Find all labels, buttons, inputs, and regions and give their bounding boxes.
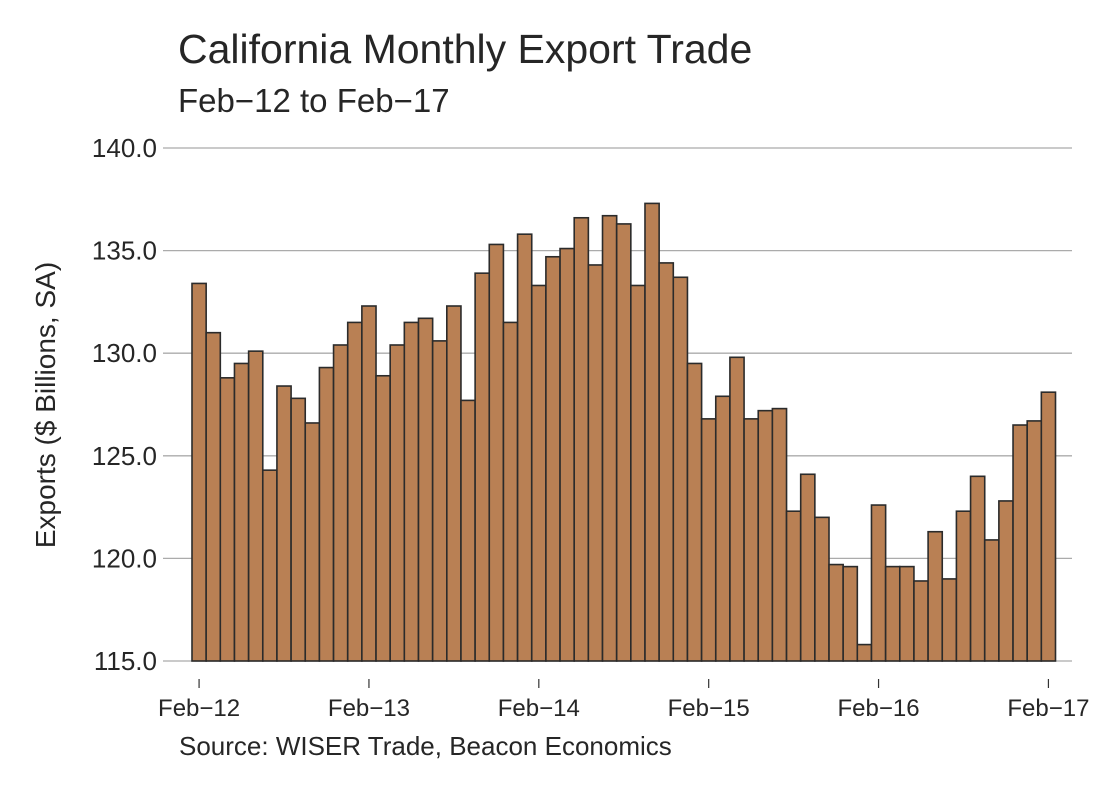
x-tick-label: Feb−14 [498,695,580,722]
chart-title: California Monthly Export Trade [178,26,753,72]
bar [573,216,590,662]
bars [191,202,1057,662]
x-tick-label: Feb−12 [158,695,240,722]
bar [261,469,278,662]
y-tick-label: 125.0 [92,441,157,471]
bar [346,321,363,662]
chart-subtitle: Feb−12 to Feb−17 [178,82,450,119]
bar [615,223,632,662]
bar [545,255,561,662]
bar [431,340,448,662]
bar [757,409,774,662]
bar [247,350,264,662]
bar [672,276,689,662]
bar [686,362,703,662]
bar [446,305,462,662]
x-axis-ticks: Feb−12 Feb−13 Feb−14 Feb−15 Feb−16 Feb−17 [158,679,1089,722]
bar [983,539,1000,662]
bar [332,344,349,662]
bar [318,366,335,662]
source-note: Source: WISER Trade, Beacon Economics [179,731,672,761]
bar [658,262,675,662]
bar [601,214,618,662]
y-tick-label: 140.0 [92,133,157,163]
bar [559,247,576,662]
x-tick-label: Feb−15 [668,695,750,722]
bar [644,202,660,662]
bar [898,565,915,662]
bar [361,305,377,662]
x-tick-label: Feb−13 [328,695,410,722]
bar [389,344,406,662]
x-tick-label: Feb−16 [838,695,920,722]
bar [1040,391,1057,662]
y-tick-label: 115.0 [94,646,157,676]
bar [785,510,802,662]
bar [530,284,547,662]
bar [1026,420,1043,662]
bar [998,500,1014,662]
y-tick-label: 135.0 [92,236,157,266]
bar [474,272,491,662]
bar [304,422,321,662]
bar [276,385,292,662]
bar [814,516,830,662]
bar [700,418,717,662]
bar [233,362,250,662]
bar [516,233,533,662]
bar [205,331,222,662]
bar [955,510,972,662]
bar [587,264,604,662]
bar [856,643,873,662]
bar [191,282,207,662]
y-tick-label: 130.0 [92,338,157,368]
bar [969,475,986,662]
bar [460,399,476,662]
x-tick-label: Feb−17 [1007,695,1089,722]
bar [941,578,958,662]
bar [502,321,519,662]
bar [729,356,745,662]
bar [219,377,236,662]
bar [403,321,420,662]
bar [799,473,816,662]
bar [743,418,760,662]
bar [927,530,944,662]
bar [870,504,887,662]
bar [488,243,505,662]
bar [1012,424,1028,662]
bar [828,563,844,662]
bar [375,374,391,662]
bar [771,407,788,662]
bar [290,397,307,662]
bar [714,395,731,662]
y-tick-label: 120.0 [92,543,157,573]
bar [417,317,434,662]
bar [842,565,859,662]
y-axis-ticks: 115.0 120.0 125.0 130.0 135.0 140.0 [92,133,157,676]
bar [630,284,646,662]
bar [913,580,929,662]
bar [884,565,901,662]
